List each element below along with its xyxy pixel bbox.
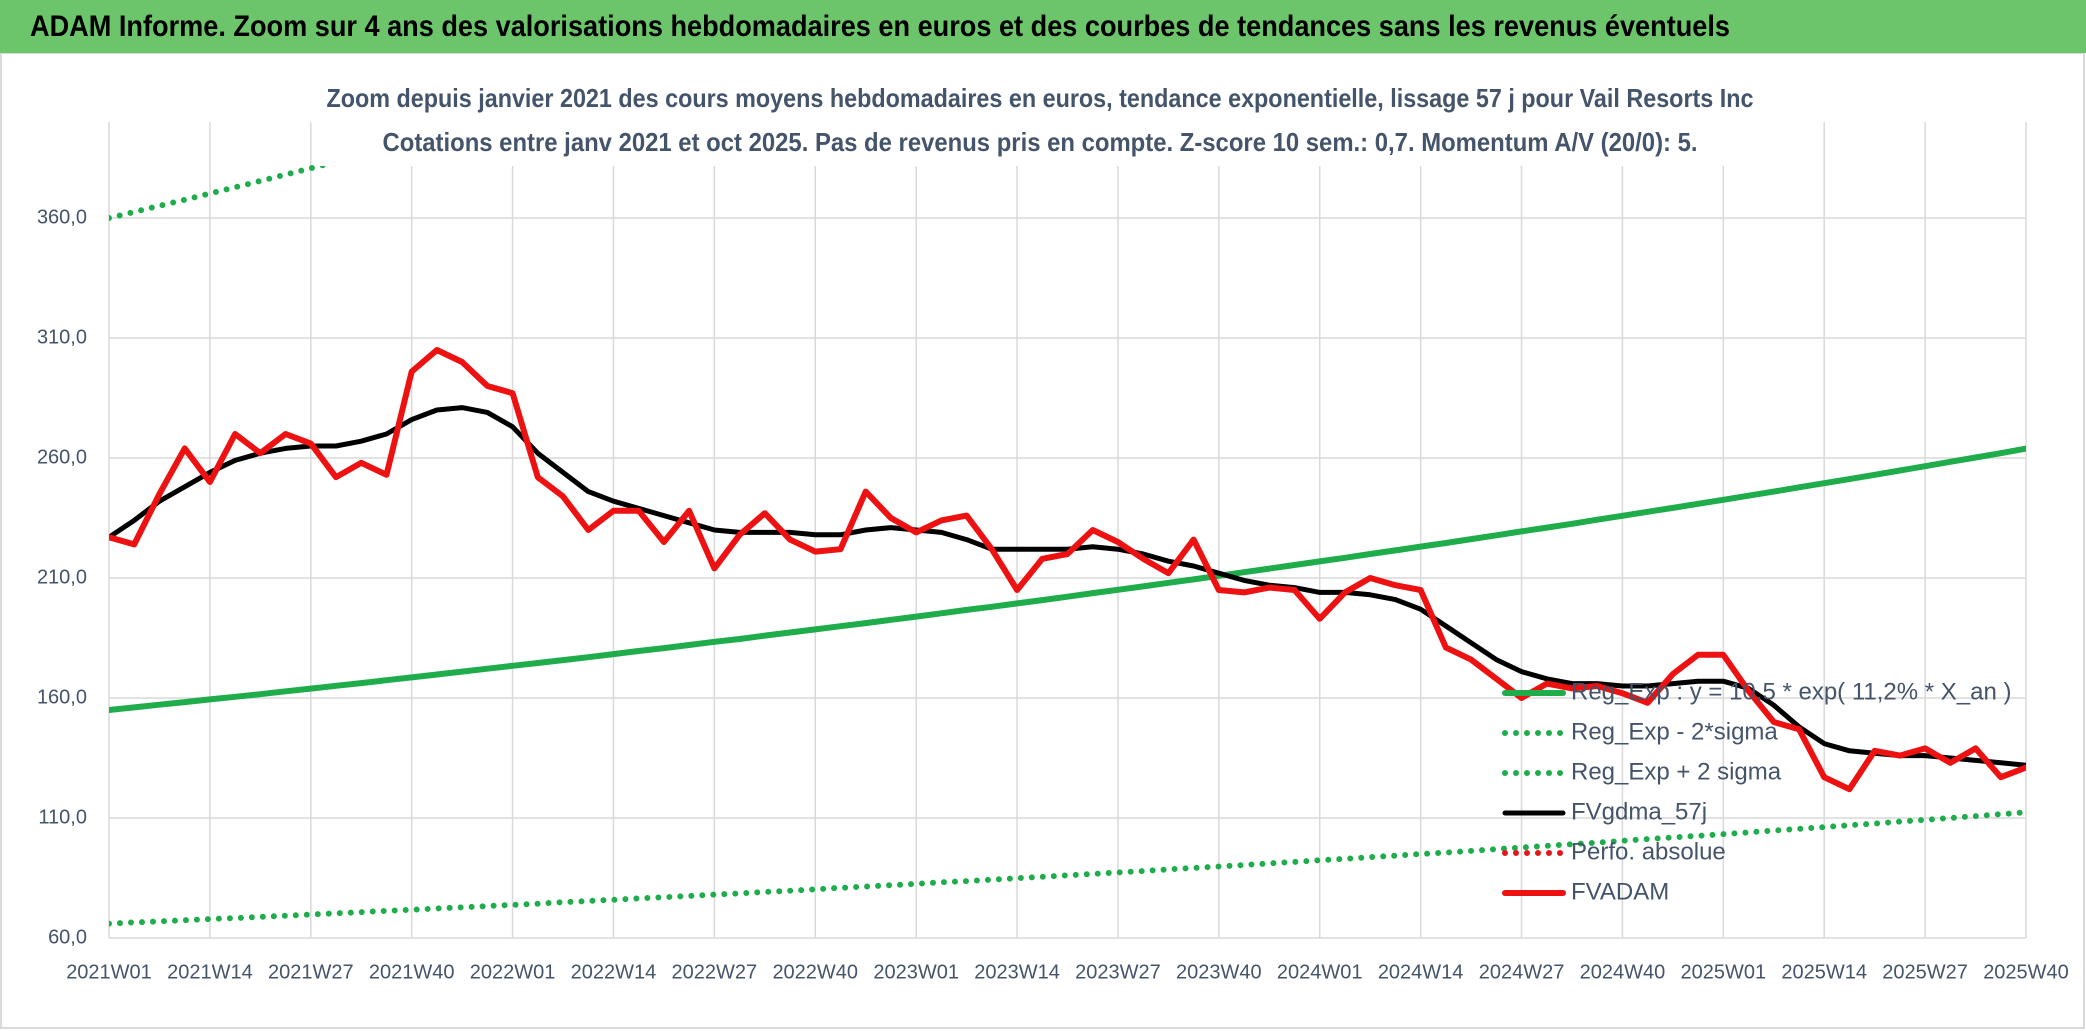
chart-subtitle: Cotations entre janv 2021 et oct 2025. P… [383, 127, 1698, 157]
legend: Reg_Exp : y = 10,5 * exp( 11,2% * X_an )… [1502, 678, 2011, 905]
x-tick-label: 2021W14 [167, 961, 253, 983]
series-line [109, 405, 2026, 768]
x-tick-label: 2022W14 [571, 961, 657, 983]
legend-label: FVADAM [1571, 878, 1669, 905]
chart-title: Zoom depuis janvier 2021 des cours moyen… [327, 83, 1754, 113]
x-tick-label: 2023W40 [1176, 961, 1262, 983]
title-area: Zoom depuis janvier 2021 des cours moyen… [319, 72, 1763, 166]
x-tick-label: 2024W27 [1479, 961, 1565, 983]
legend-label: Reg_Exp : y = 10,5 * exp( 11,2% * X_an ) [1571, 678, 2011, 705]
x-tick-label: 2025W40 [1983, 961, 2069, 983]
x-tick-label: 2024W01 [1277, 961, 1363, 983]
header-bar [0, 0, 2086, 53]
y-tick-label: 260,0 [37, 446, 87, 468]
legend-label: Reg_Exp - 2*sigma [1571, 718, 1778, 745]
y-tick-label: 310,0 [37, 326, 87, 348]
x-tick-label: 2022W27 [672, 961, 758, 983]
legend-label: Perfo. absolue [1571, 838, 1726, 865]
x-tick-label: 2023W27 [1075, 961, 1161, 983]
axes: 60,0 110,0 160,0 210,0 260,0 310,0 360,0 2021W0… [37, 206, 2069, 983]
legend-label: FVgdma_57j [1571, 798, 1707, 825]
y-tick-label: 60,0 [48, 926, 87, 948]
x-tick-label: 2025W14 [1781, 961, 1867, 983]
y-tick-label: 360,0 [37, 206, 87, 228]
x-tick-label: 2025W27 [1882, 961, 1968, 983]
series-line [109, 809, 2026, 927]
y-tick-label: 110,0 [38, 806, 87, 828]
legend-label: Reg_Exp + 2 sigma [1571, 758, 1782, 785]
x-tick-label: 2024W40 [1580, 961, 1666, 983]
series-line [109, 347, 2026, 793]
title-box [319, 72, 1763, 166]
x-tick-label: 2021W40 [369, 961, 455, 983]
x-tick-label: 2021W27 [268, 961, 354, 983]
x-tick-label: 2022W01 [470, 961, 556, 983]
x-tick-label: 2021W01 [66, 961, 152, 983]
series-line [109, 445, 2026, 713]
chart-frame [0, 52, 2085, 1029]
x-tick-label: 2024W14 [1378, 961, 1464, 983]
x-tick-label: 2025W01 [1681, 961, 1767, 983]
x-tick-label: 2022W40 [772, 961, 858, 983]
y-tick-label: 160,0 [37, 686, 87, 708]
x-tick-label: 2023W01 [873, 961, 959, 983]
y-tick-label: 210,0 [37, 566, 87, 588]
plot-area [109, 122, 2026, 927]
header-title: ADAM Informe. Zoom sur 4 ans des valoris… [30, 10, 1730, 43]
x-tick-label: 2023W14 [974, 961, 1060, 983]
